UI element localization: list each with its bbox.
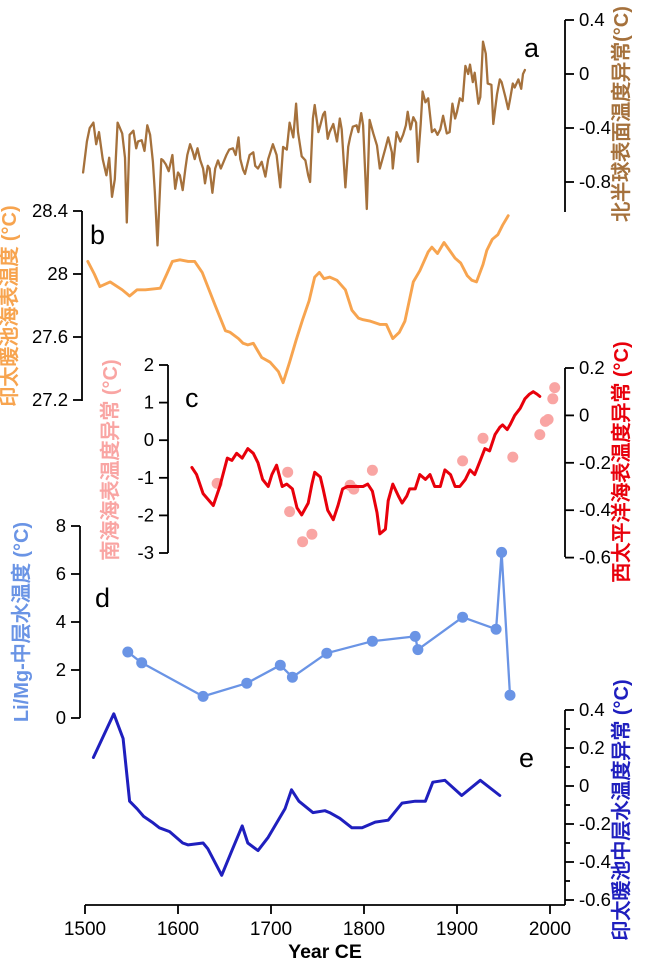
limg-temp-marker [490,623,502,635]
nh-temp-line [81,40,527,247]
axis-warmpool-sst-title: 印太暖池海表温度 (°C) [0,205,21,406]
panel-letter-d: d [95,583,110,613]
limg-temp-marker [409,630,421,642]
scs-anomaly-dot [282,466,294,478]
scs-anomaly-dot [457,455,469,467]
scs-anomaly-dot [507,451,519,463]
axis-limg-temp-tick-label: 4 [56,611,66,632]
limg-temp-marker [504,689,516,701]
axis-nh-temp: 0.4 0 -0.4 -0.8 北半球表面温度异常(°C) [564,6,633,222]
scs-anomaly-dot [366,464,378,476]
limg-temp-marker [366,635,378,647]
axis-wpac-anomaly: 0.2 0 -0.2 -0.4 -0.6 西太平洋海表温度异常 (°C) [564,341,633,583]
axis-nh-temp-tick-label: 0.4 [579,9,605,30]
axis-warmpool-sst-tick-label: 27.2 [32,389,68,410]
axis-warmpool-sst-tick-label: 27.6 [32,326,68,347]
axis-iwt-anomaly: 0.4 0.2 0 -0.2 -0.4 -0.6 印太暖池中层水温度异常 (°C) [564,679,633,941]
x-axis-tick-label: 1900 [436,919,478,940]
limg-temp-marker [197,690,209,702]
axis-limg-temp-tick-label: 0 [56,707,66,728]
axis-warmpool-sst-tick-label: 28.4 [32,200,68,221]
axis-nh-temp-title: 北半球表面温度异常(°C) [609,6,633,222]
axis-limg-temp-tick-label: 8 [56,515,66,536]
axis-scs-anomaly: 2 1 0 -1 -2 -3 南海海表温度异常 (°C) [98,354,169,563]
axis-warmpool-sst: 28.4 28 27.6 27.2 印太暖池海表温度 (°C) [0,200,83,410]
wpac-anomaly-line [190,390,542,536]
x-axis-tick-label: 1500 [64,919,106,940]
limg-temp-marker [457,611,469,623]
axis-wpac-anomaly-tick-label: -0.6 [579,547,611,568]
axis-wpac-anomaly-title: 西太平洋海表温度异常 (°C) [609,341,633,582]
panel-letter-b: b [90,220,105,250]
limg-temp-marker [321,647,333,659]
axis-wpac-anomaly-tick-label: 0 [579,404,589,425]
scs-anomaly-dot [477,432,489,444]
scs-anomaly-dot [549,382,561,394]
x-axis-tick-label: 1700 [250,919,292,940]
warmpool-sst-line [86,214,510,385]
limg-temp-marker [412,644,424,656]
panel-letter-a: a [524,33,540,63]
axis-iwt-anomaly-tick-label: 0 [579,775,589,796]
iwt-anomaly-line [91,712,502,877]
axis-nh-temp-tick-label: 0 [579,63,589,84]
axis-limg-temp-tick-label: 6 [56,563,66,584]
panel-letter-c: c [185,383,199,413]
axis-scs-anomaly-tick-label: -1 [138,467,154,488]
axis-limg-temp: 8 6 4 2 0 Li/Mg-中层水温度 (°C) [9,515,81,728]
scs-anomaly-dot [306,528,318,540]
x-axis-tick-label: 1600 [157,919,199,940]
axis-scs-anomaly-tick-label: -3 [138,542,154,563]
axis-iwt-anomaly-tick-label: -0.2 [579,813,611,834]
axis-warmpool-sst-tick-label: 28 [47,263,68,284]
axis-iwt-anomaly-tick-label: -0.4 [579,851,611,872]
limg-temp-marker [286,671,298,683]
axis-nh-temp-tick-label: -0.4 [579,117,611,138]
axis-scs-anomaly-tick-label: 1 [144,392,154,413]
x-axis-tick-label: 1800 [343,919,385,940]
axis-scs-anomaly-tick-label: 2 [144,354,154,375]
x-axis-title: Year CE [288,941,362,963]
axis-limg-temp-tick-label: 2 [56,659,66,680]
axis-scs-anomaly-tick-label: 0 [144,429,154,450]
axis-wpac-anomaly-tick-label: -0.2 [579,452,611,473]
limg-temp-marker [122,646,134,658]
scs-anomaly-dot [542,414,554,425]
axis-scs-anomaly-title: 南海海表温度异常 (°C) [98,359,122,560]
panel-letter-e: e [519,743,534,773]
x-axis-tick-label: 2000 [529,919,571,940]
axis-limg-temp-title: Li/Mg-中层水温度 (°C) [9,522,33,722]
axis-iwt-anomaly-tick-label: 0.4 [579,699,605,720]
scs-anomaly-dot [297,536,309,548]
axis-scs-anomaly-tick-label: -2 [138,504,154,525]
axis-iwt-anomaly-tick-label: -0.6 [579,889,611,910]
x-axis: 1500 1600 1700 1800 1900 2000 Year CE [64,904,571,963]
limg-temp-marker [274,659,286,671]
scs-anomaly-dot [547,393,559,405]
scs-anomaly-dot [284,506,296,518]
axis-nh-temp-tick-label: -0.8 [579,171,611,192]
limg-temp-line [126,551,512,698]
axis-wpac-anomaly-tick-label: -0.4 [579,499,611,520]
limg-temp-marker [496,546,508,558]
limg-temp-marker [241,677,253,689]
axis-iwt-anomaly-title: 印太暖池中层水温度异常 (°C) [609,679,633,940]
axis-wpac-anomaly-tick-label: 0.2 [579,357,605,378]
scs-anomaly-dot [534,429,546,441]
axis-iwt-anomaly-tick-label: 0.2 [579,737,605,758]
limg-temp-marker [136,657,148,669]
